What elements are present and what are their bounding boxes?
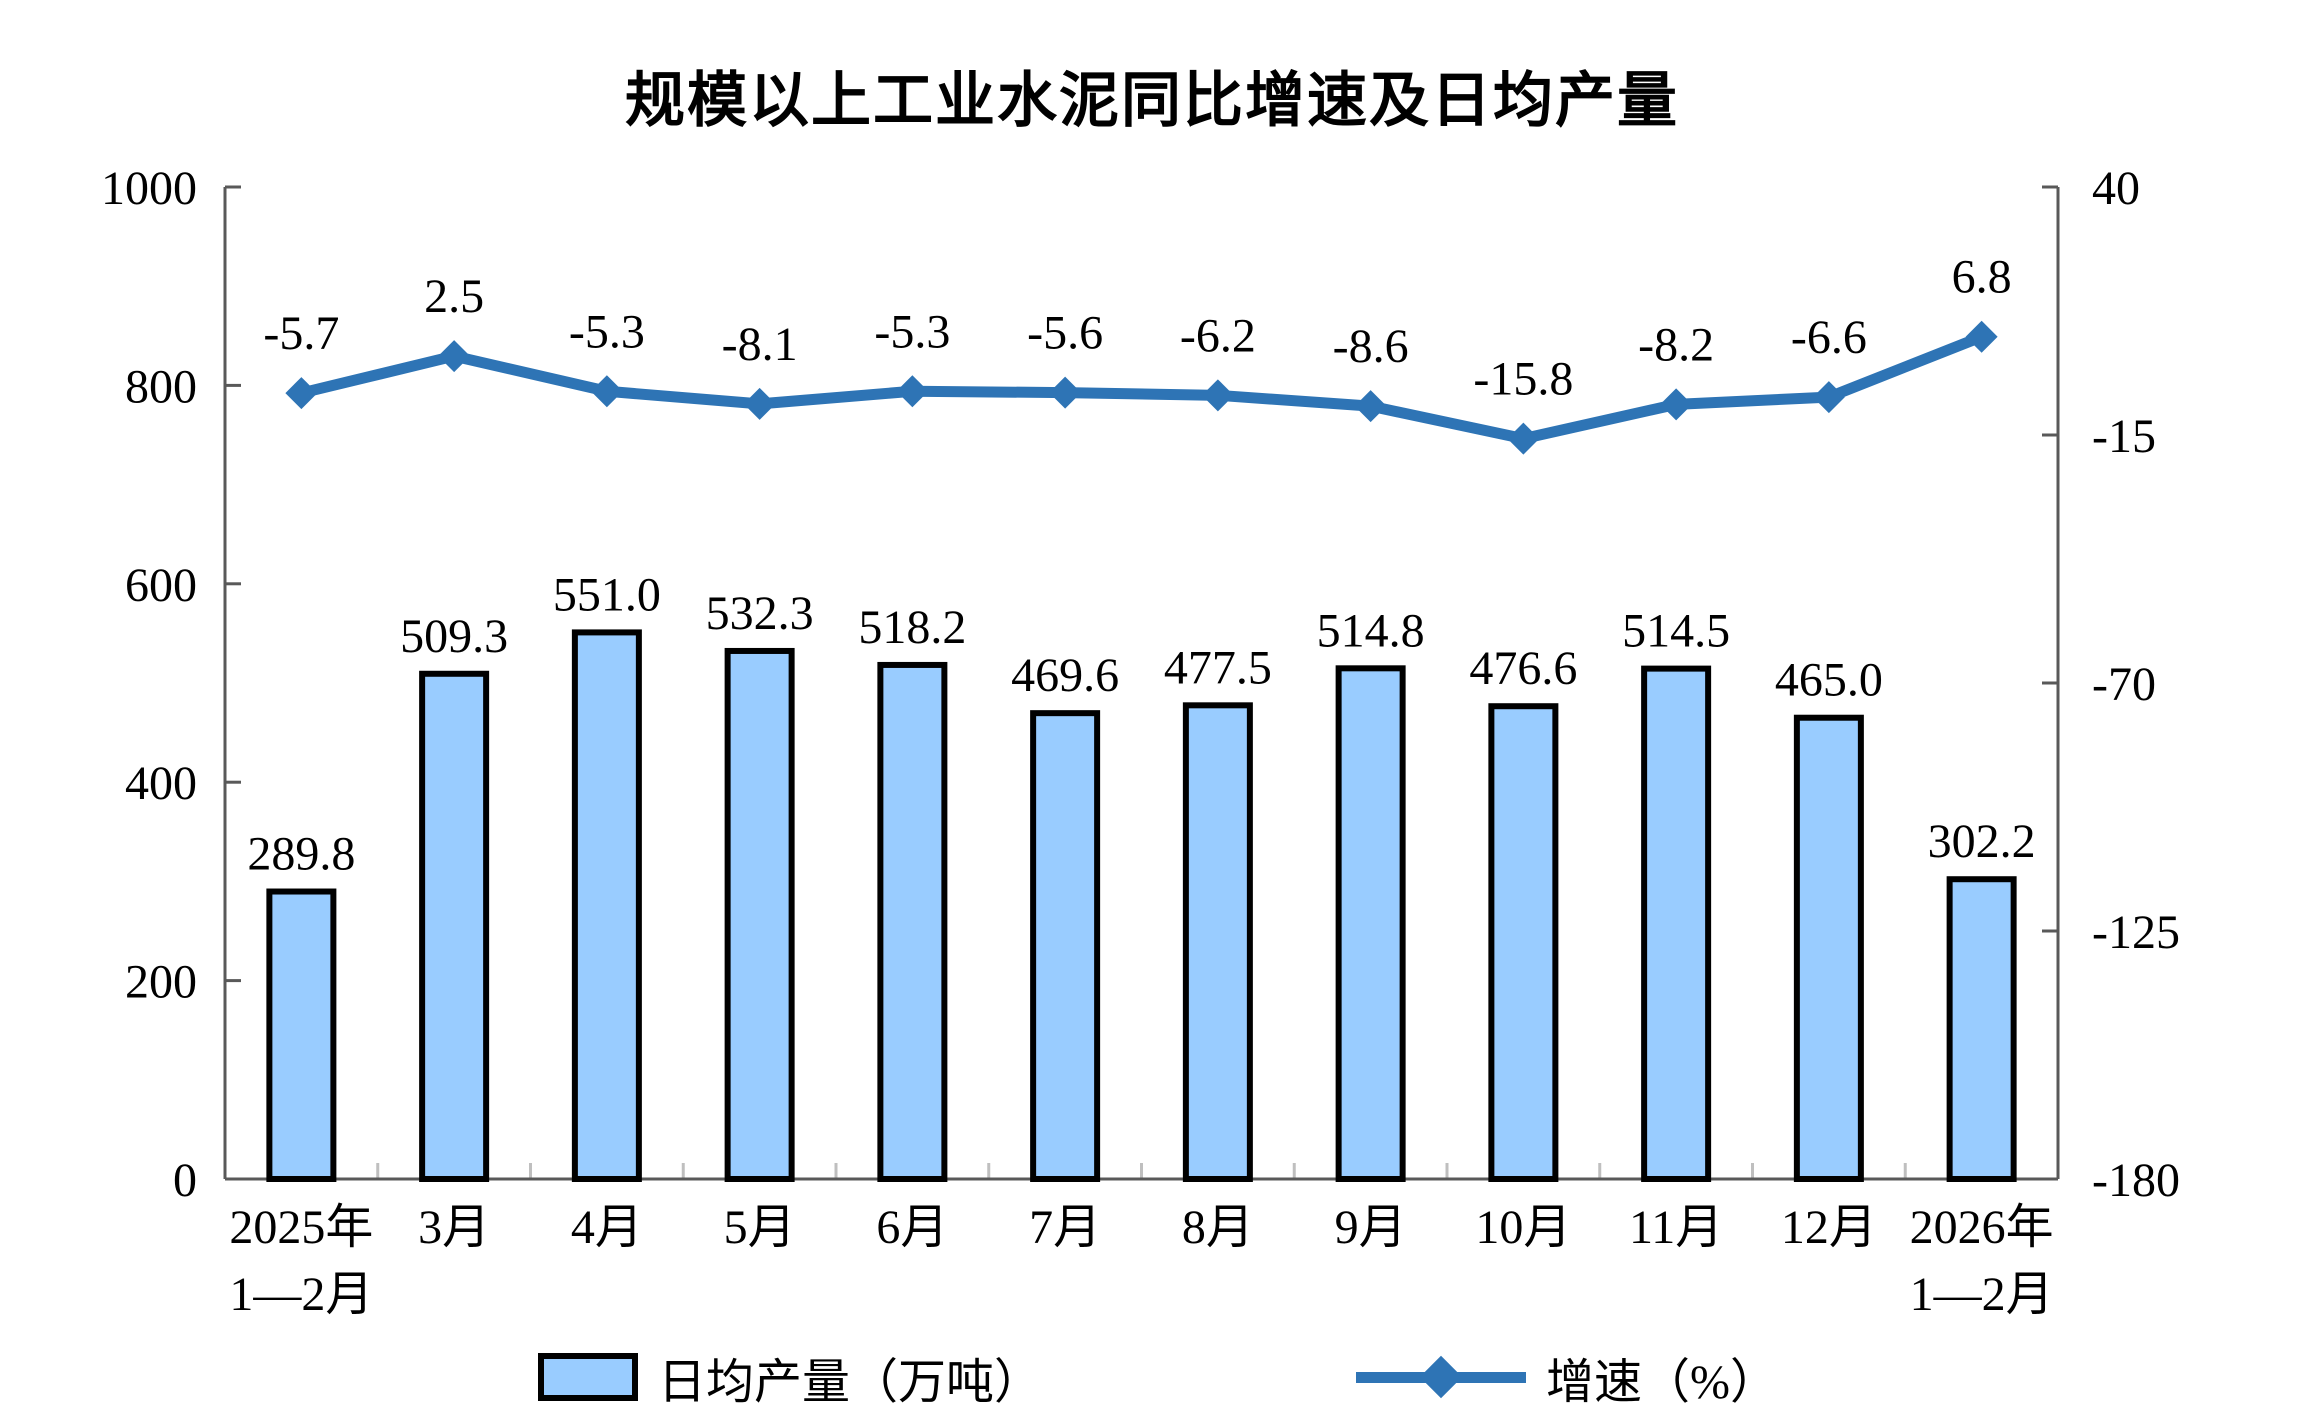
bar [1335, 665, 1406, 1183]
right-tick-label: -180 [2092, 1154, 2180, 1207]
x-category-label: 4月 [571, 1201, 643, 1254]
bar [1946, 876, 2017, 1182]
left-tick-label: 600 [125, 559, 197, 612]
line-marker [1201, 379, 1234, 412]
bar-value-label: 476.6 [1469, 642, 1577, 695]
legend-item-bars: 日均产量（万吨） [538, 1342, 1042, 1412]
line-marker [1049, 376, 1082, 409]
bar-value-label: 532.3 [706, 587, 814, 640]
bar [877, 661, 948, 1182]
x-category-label: 12月 [1781, 1201, 1877, 1254]
line-value-label: -5.6 [1027, 307, 1103, 360]
bar [1793, 714, 1864, 1182]
line-value-label: -5.3 [569, 305, 645, 358]
bar-value-label: 518.2 [858, 601, 966, 654]
bar [266, 888, 337, 1182]
line-marker [1507, 422, 1540, 455]
line-value-label: -8.6 [1333, 320, 1409, 373]
line-marker [1965, 320, 1998, 353]
bar-value-label: 289.8 [247, 828, 355, 881]
right-tick-label: -125 [2092, 906, 2180, 959]
line-marker [1812, 381, 1845, 414]
line-marker [1660, 388, 1693, 421]
x-category-label: 7月 [1029, 1201, 1101, 1254]
bar [1641, 665, 1712, 1183]
chart-title: 规模以上工业水泥同比增速及日均产量 [625, 67, 1679, 134]
x-category-label: 8月 [1182, 1201, 1254, 1254]
bar-value-label: 514.5 [1622, 605, 1730, 658]
x-category-label: 3月 [418, 1201, 490, 1254]
x-category-label: 11月 [1629, 1201, 1723, 1254]
line-marker [438, 340, 471, 373]
line-marker [285, 377, 318, 410]
line-value-label: 2.5 [424, 270, 484, 323]
line-marker [590, 375, 623, 408]
x-category-label: 2025年 1—2月 [229, 1201, 373, 1321]
line-value-label: -15.8 [1473, 353, 1573, 406]
bar-value-label: 509.3 [400, 610, 508, 663]
x-category-label: 6月 [876, 1201, 948, 1254]
line-value-label: -6.6 [1791, 311, 1867, 364]
line-marker [896, 375, 929, 408]
x-category-label: 2026年 1—2月 [1910, 1201, 2054, 1321]
legend-line-label: 增速（%） [1546, 1356, 1778, 1409]
legend-bar-label: 日均产量（万吨） [658, 1356, 1043, 1409]
right-tick-label: -15 [2092, 410, 2156, 463]
bar-value-label: 551.0 [553, 568, 661, 621]
bar-swatch-icon [538, 1353, 638, 1401]
right-tick-label: -70 [2092, 658, 2156, 711]
line-value-label: -5.3 [874, 305, 950, 358]
bar [1488, 703, 1559, 1183]
right-tick-label: 40 [2092, 162, 2140, 215]
bar [1030, 710, 1101, 1182]
x-category-label: 9月 [1335, 1201, 1407, 1254]
bar [419, 670, 490, 1182]
left-tick-label: 400 [125, 757, 197, 810]
bar-value-label: 469.6 [1011, 649, 1119, 702]
bar [571, 629, 642, 1182]
line-marker [1354, 390, 1387, 423]
x-category-label: 10月 [1475, 1201, 1571, 1254]
line-value-label: -5.7 [263, 307, 339, 360]
bar-value-label: 465.0 [1775, 654, 1883, 707]
bar-value-label: 302.2 [1928, 815, 2036, 868]
bar-value-label: 477.5 [1164, 641, 1272, 694]
bar [1182, 702, 1253, 1182]
left-tick-label: 200 [125, 956, 197, 1009]
line-value-label: -8.1 [722, 318, 798, 371]
line-value-label: -8.2 [1638, 318, 1714, 371]
line-value-label: 6.8 [1952, 251, 2012, 304]
legend: 日均产量（万吨） 增速（%） [0, 1342, 2304, 1422]
x-category-label: 5月 [724, 1201, 796, 1254]
bar-value-label: 514.8 [1317, 604, 1425, 657]
line-swatch-icon [1356, 1355, 1526, 1399]
line-marker [743, 387, 776, 420]
growth-line [295, 331, 1988, 445]
left-tick-label: 800 [125, 360, 197, 413]
left-tick-label: 1000 [101, 162, 197, 215]
bar [724, 647, 795, 1182]
line-value-label: -6.2 [1180, 309, 1256, 362]
legend-item-line: 增速（%） [1356, 1342, 1778, 1412]
left-tick-label: 0 [173, 1154, 197, 1207]
